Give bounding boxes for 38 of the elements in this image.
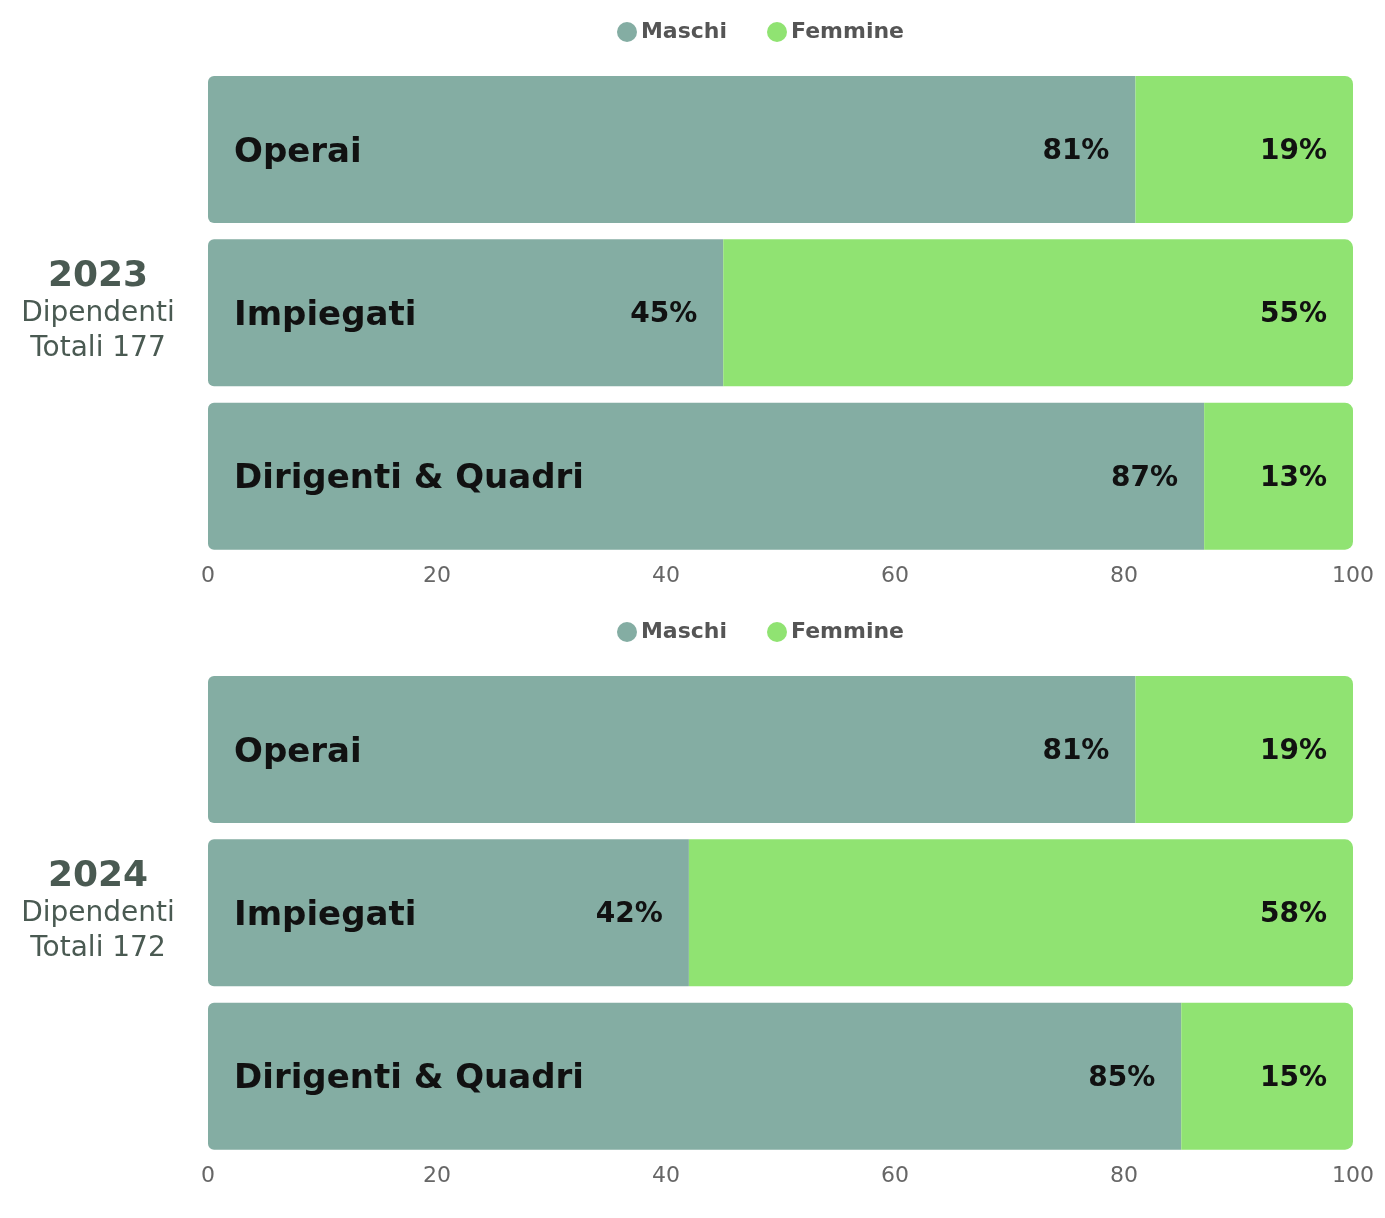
- x-tick-label: 0: [201, 561, 215, 587]
- legend-label: Maschi: [640, 18, 728, 43]
- data-label: 81%: [1042, 133, 1110, 166]
- x-tick-label: 100: [1332, 1161, 1374, 1187]
- category-label: Operai: [234, 129, 362, 170]
- text: 2023: [46, 252, 150, 294]
- category-label: Operai: [234, 729, 362, 770]
- legend-label: Femmine: [791, 18, 905, 43]
- data-label: 13%: [1259, 459, 1327, 493]
- data-label: 15%: [1259, 1059, 1327, 1093]
- data-label: 42%: [595, 896, 663, 930]
- category-label: Impiegati: [234, 292, 417, 333]
- category-label: Dirigenti & Quadri: [234, 1056, 584, 1097]
- x-tick-label: 60: [881, 561, 909, 587]
- x-tick-label: 0: [201, 1161, 215, 1187]
- data-label: 58%: [1259, 896, 1327, 930]
- category-label: Impiegati: [234, 892, 417, 933]
- data-label: 87%: [1111, 459, 1179, 493]
- text: Dipendenti Totali 172: [20, 893, 176, 964]
- legend-label: Maschi: [640, 618, 728, 643]
- text: 2024: [46, 852, 150, 894]
- text: Dipendenti Totali 177: [20, 293, 176, 364]
- data-label: 19%: [1259, 133, 1327, 166]
- data-label: 85%: [1088, 1059, 1156, 1093]
- x-tick-label: 40: [652, 561, 680, 587]
- x-tick-label: 60: [881, 1161, 909, 1187]
- x-tick-label: 80: [1110, 1161, 1138, 1187]
- x-tick-label: 40: [652, 1161, 680, 1187]
- legend-label: Femmine: [791, 618, 905, 643]
- data-label: 81%: [1042, 733, 1110, 766]
- x-tick-label: 20: [423, 1161, 451, 1187]
- x-tick-label: 100: [1332, 561, 1374, 587]
- category-label: Dirigenti & Quadri: [234, 456, 584, 497]
- data-label: 45%: [630, 296, 698, 330]
- data-label: 19%: [1259, 733, 1327, 766]
- data-label: 55%: [1259, 296, 1327, 330]
- x-tick-label: 20: [423, 561, 451, 587]
- x-tick-label: 80: [1110, 561, 1138, 587]
